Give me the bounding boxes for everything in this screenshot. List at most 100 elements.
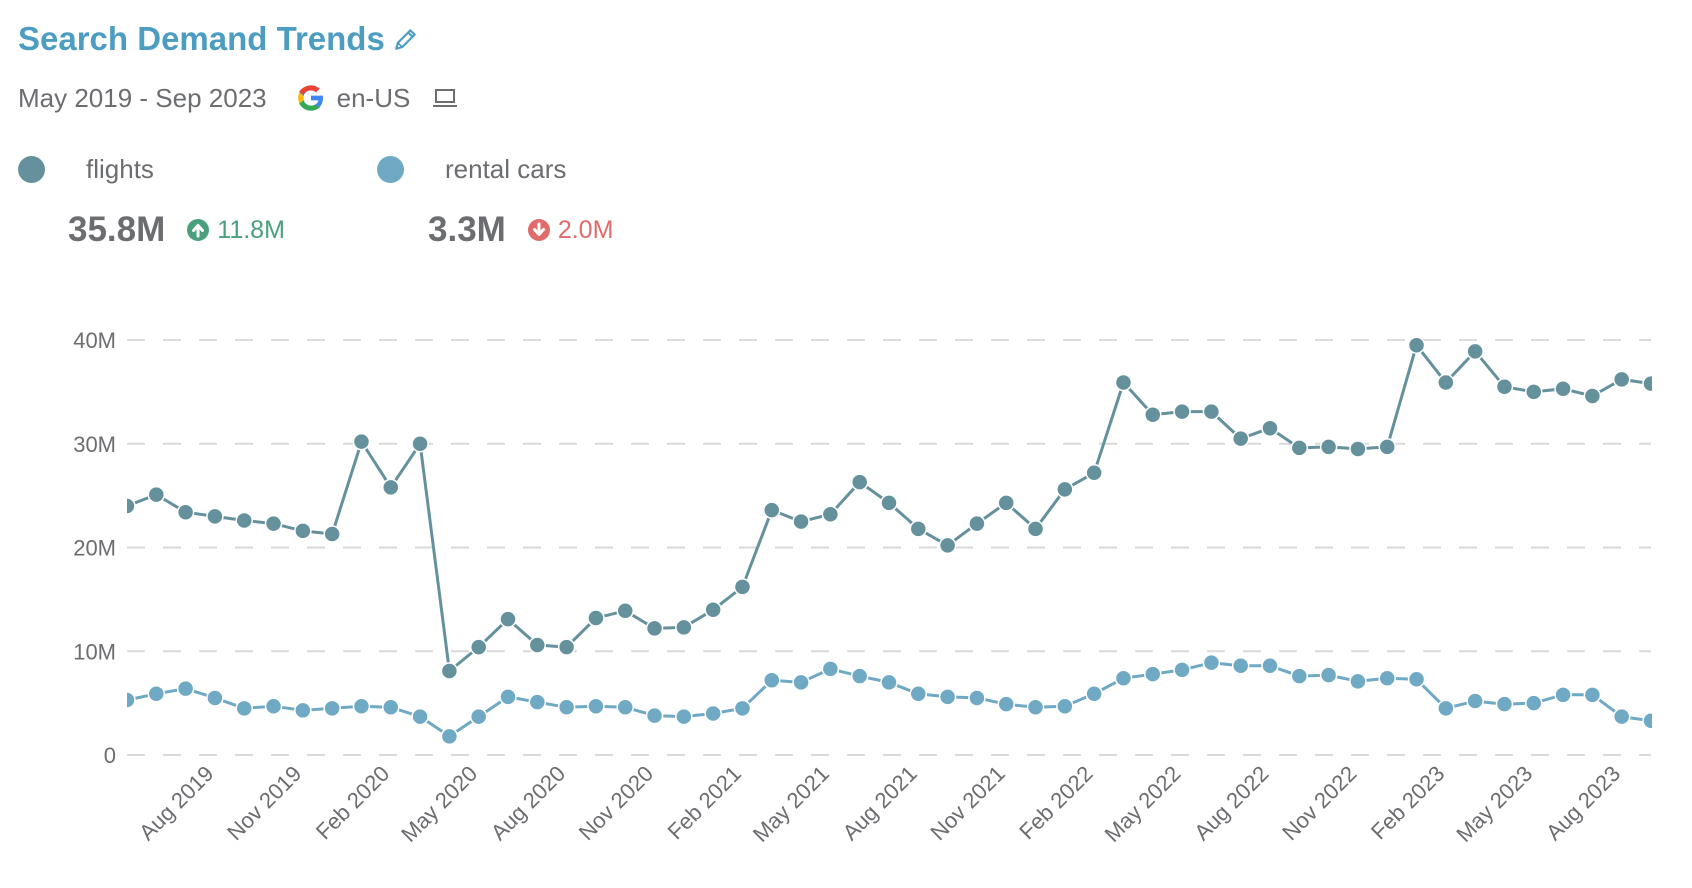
subtitle: May 2019 - Sep 2023 en-US: [18, 82, 458, 114]
change-badge: 11.8M: [187, 216, 285, 245]
data-point: [235, 511, 253, 530]
data-point: [997, 695, 1015, 713]
rental-cars-dot-icon: [377, 156, 404, 183]
data-point: [528, 693, 547, 711]
data-point: [968, 514, 986, 533]
x-tick-label: Nov 2022: [1277, 761, 1361, 845]
y-tick-label: 30M: [73, 432, 116, 457]
data-point: [1495, 695, 1514, 713]
data-point: [294, 701, 312, 720]
legend-rental-cars[interactable]: rental cars: [377, 154, 566, 185]
data-point: [294, 522, 312, 540]
x-tick-label: Aug 2022: [1189, 761, 1273, 845]
data-point: [1554, 686, 1572, 704]
flights-metric: 35.8M 11.8M: [68, 210, 285, 250]
data-point: [557, 698, 576, 717]
page-title: Search Demand Trends: [18, 20, 419, 58]
arrow-up-circle-icon: [187, 219, 210, 241]
pencil-icon[interactable]: [393, 26, 419, 52]
data-point: [382, 478, 400, 497]
x-tick-label: Aug 2023: [1541, 761, 1625, 845]
data-point: [704, 704, 722, 723]
data-point: [1378, 669, 1396, 687]
data-point: [1525, 383, 1543, 401]
data-point: [645, 619, 664, 638]
data-point: [733, 699, 752, 718]
date-range[interactable]: May 2019 - Sep 2023: [18, 82, 267, 113]
data-point: [616, 602, 634, 620]
flights-dot-icon: [18, 156, 45, 183]
laptop-icon[interactable]: [432, 87, 458, 109]
y-tick-label: 10M: [73, 639, 116, 664]
x-tick-label: May 2021: [748, 761, 834, 847]
data-point: [1466, 342, 1484, 361]
data-point: [1056, 480, 1074, 499]
data-point: [1583, 686, 1602, 704]
series-group: [127, 336, 1652, 746]
data-point: [411, 707, 429, 726]
x-tick-label: Feb 2021: [663, 761, 746, 844]
data-point: [1026, 520, 1045, 538]
data-point: [1056, 697, 1074, 715]
data-point: [127, 497, 136, 515]
change-value: 2.0M: [557, 215, 614, 244]
data-point: [147, 485, 166, 504]
data-point: [528, 636, 547, 654]
x-tick-label: Feb 2023: [1366, 761, 1449, 844]
data-point: [704, 601, 722, 619]
x-tick-label: Nov 2021: [925, 761, 1009, 845]
data-point: [1144, 405, 1162, 424]
data-point: [352, 432, 371, 451]
x-axis: Aug 2019 Nov 2019 Feb 2020 May 2020 Aug 2020…: [134, 761, 1625, 847]
metric-value: 35.8M: [68, 210, 166, 249]
locale[interactable]: en-US: [336, 82, 411, 113]
data-point: [469, 638, 488, 656]
data-point: [176, 679, 195, 698]
data-point: [821, 505, 840, 524]
data-point: [1290, 439, 1309, 457]
data-point: [323, 525, 341, 543]
x-tick-label: May 2022: [1100, 761, 1186, 847]
data-point: [850, 473, 869, 491]
data-point: [206, 507, 224, 526]
data-point: [264, 697, 283, 715]
title-text: Search Demand Trends: [18, 20, 385, 57]
data-point: [147, 685, 166, 703]
data-point: [587, 697, 605, 715]
data-point: [499, 610, 517, 628]
data-point: [1554, 380, 1572, 398]
data-point: [1612, 370, 1631, 389]
gridlines: [127, 339, 1651, 756]
x-tick-label: Nov 2020: [574, 761, 658, 845]
data-point: [323, 699, 341, 718]
data-point: [1144, 665, 1162, 683]
data-point: [850, 667, 869, 685]
series-flights: [127, 336, 1652, 680]
data-point: [1114, 669, 1133, 687]
x-tick-label: Aug 2021: [838, 761, 922, 845]
data-point: [880, 494, 898, 512]
data-point: [1349, 440, 1367, 458]
data-point: [1026, 698, 1045, 717]
data-point: [1378, 438, 1396, 456]
data-point: [1349, 672, 1367, 691]
x-tick-label: May 2023: [1451, 761, 1537, 847]
metric-value: 3.3M: [428, 210, 506, 249]
legend-flights[interactable]: flights: [18, 154, 154, 185]
data-point: [1407, 670, 1426, 689]
rental-cars-metric: 3.3M 2.0M: [428, 210, 613, 250]
data-point: [763, 671, 781, 690]
data-point: [352, 697, 371, 715]
data-point: [1231, 429, 1250, 448]
google-icon: [297, 85, 324, 111]
data-point: [909, 520, 928, 538]
data-point: [733, 578, 752, 596]
legend-label: rental cars: [445, 154, 567, 184]
data-point: [1612, 707, 1631, 726]
data-point: [382, 698, 400, 717]
data-point: [1173, 402, 1191, 421]
data-point: [645, 706, 664, 725]
data-point: [1319, 438, 1338, 456]
x-tick-label: Aug 2020: [486, 761, 570, 845]
y-axis: 0 10M 20M 30M 40M: [73, 328, 116, 768]
